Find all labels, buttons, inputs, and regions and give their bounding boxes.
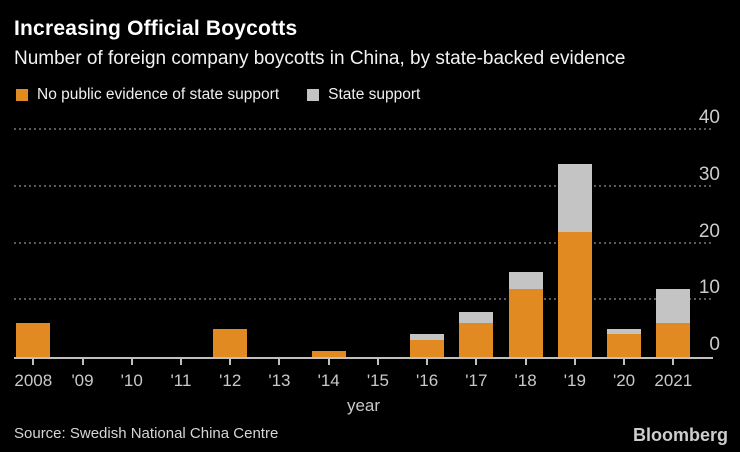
- gridline-20: [14, 241, 713, 244]
- bar-segment-no-evidence: [213, 328, 248, 357]
- y-tick-label-20: 20: [698, 220, 720, 242]
- legend-swatch-gray-icon: [307, 89, 320, 101]
- bar-segment-no-evidence: [410, 339, 445, 357]
- x-tick-13: [278, 359, 281, 365]
- bar-segment-no-evidence: [508, 288, 543, 357]
- x-tick-label-11: '11: [170, 371, 192, 390]
- x-tick-label-12: '12: [219, 371, 242, 390]
- chart-title: Increasing Official Boycotts: [14, 17, 298, 40]
- bar-segment-state-support: [508, 271, 543, 289]
- x-tick-17: [475, 359, 478, 365]
- chart-subtitle: Number of foreign company boycotts in Ch…: [14, 48, 626, 69]
- bar-segment-no-evidence: [607, 334, 642, 357]
- bar-17: [459, 311, 494, 357]
- bar-segment-no-evidence: [656, 322, 691, 357]
- x-tick-label-10: '10: [120, 371, 143, 390]
- x-tick-label-19: '19: [563, 371, 586, 390]
- chart-area: 0 10 20 30 40: [14, 108, 720, 365]
- x-tick-16: [426, 359, 429, 365]
- x-tick-2008: [32, 359, 35, 365]
- x-axis: 2008 '09 '10 '11 '12 '13 '14 '15 '16 '17 '18 '19 '20…: [14, 371, 713, 391]
- x-tick-label-15: '15: [366, 371, 389, 390]
- plot-area: [14, 114, 713, 365]
- bar-19: [557, 164, 592, 357]
- x-tick-label-2021: 2021: [654, 371, 693, 390]
- bar-segment-state-support: [607, 328, 642, 335]
- x-tick-14: [327, 359, 330, 365]
- x-tick-15: [376, 359, 379, 365]
- bar-segment-state-support: [557, 164, 592, 233]
- legend-item-state-support: State support: [307, 86, 420, 104]
- bar-16: [410, 334, 445, 357]
- bar-segment-no-evidence: [459, 322, 494, 357]
- bloomberg-logo: Bloomberg: [632, 425, 728, 445]
- bar-segment-no-evidence: [557, 232, 592, 357]
- bar-segment-state-support: [410, 334, 445, 340]
- x-tick-18: [524, 359, 527, 365]
- gridline-30: [14, 184, 713, 187]
- y-tick-label-10: 10: [698, 277, 720, 299]
- x-tick-label-14: '14: [317, 371, 340, 390]
- gridline-10: [14, 298, 713, 301]
- source-note: Source: Swedish National China Centre: [14, 425, 279, 442]
- x-tick-09: [81, 359, 84, 365]
- x-tick-label-13: '13: [268, 371, 291, 390]
- x-tick-label-20: '20: [612, 371, 636, 390]
- x-tick-19: [573, 359, 576, 365]
- x-tick-label-18: '18: [514, 371, 537, 390]
- bar-segment-no-evidence: [16, 322, 51, 357]
- gridline-40: [14, 128, 713, 130]
- x-tick-12: [229, 359, 232, 365]
- x-tick-2021: [672, 359, 675, 365]
- x-tick-11: [179, 359, 182, 365]
- bar-segment-state-support: [459, 311, 494, 323]
- x-tick-label-09: '09: [71, 371, 94, 390]
- bar-12: [213, 328, 248, 357]
- legend-label: State support: [328, 86, 421, 103]
- x-tick-label-2008: 2008: [14, 371, 53, 390]
- bar-segment-state-support: [656, 288, 691, 323]
- legend-swatch-orange-icon: [16, 89, 28, 101]
- y-tick-label-0: 0: [709, 334, 720, 355]
- bar-18: [508, 271, 543, 357]
- x-axis-title: year: [346, 396, 381, 415]
- legend: No public evidence of state support Stat…: [16, 86, 420, 104]
- y-tick-label-40: 40: [698, 107, 720, 128]
- y-tick-label-30: 30: [698, 163, 720, 185]
- x-tick-10: [130, 359, 133, 365]
- bar-2008: [16, 322, 51, 357]
- bar-segment-no-evidence: [311, 351, 346, 357]
- bar-20: [607, 328, 642, 357]
- x-tick-20: [623, 359, 626, 365]
- legend-label: No public evidence of state support: [37, 86, 280, 103]
- bar-2021: [656, 288, 691, 357]
- x-tick-label-17: '17: [465, 371, 488, 390]
- legend-item-no-public-evidence: No public evidence of state support: [16, 86, 279, 104]
- bar-14: [311, 351, 346, 357]
- x-tick-label-16: '16: [416, 371, 439, 390]
